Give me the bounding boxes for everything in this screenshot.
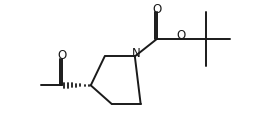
Text: N: N (132, 47, 141, 60)
Text: O: O (152, 3, 162, 15)
Text: O: O (57, 49, 66, 62)
Text: O: O (177, 29, 186, 41)
